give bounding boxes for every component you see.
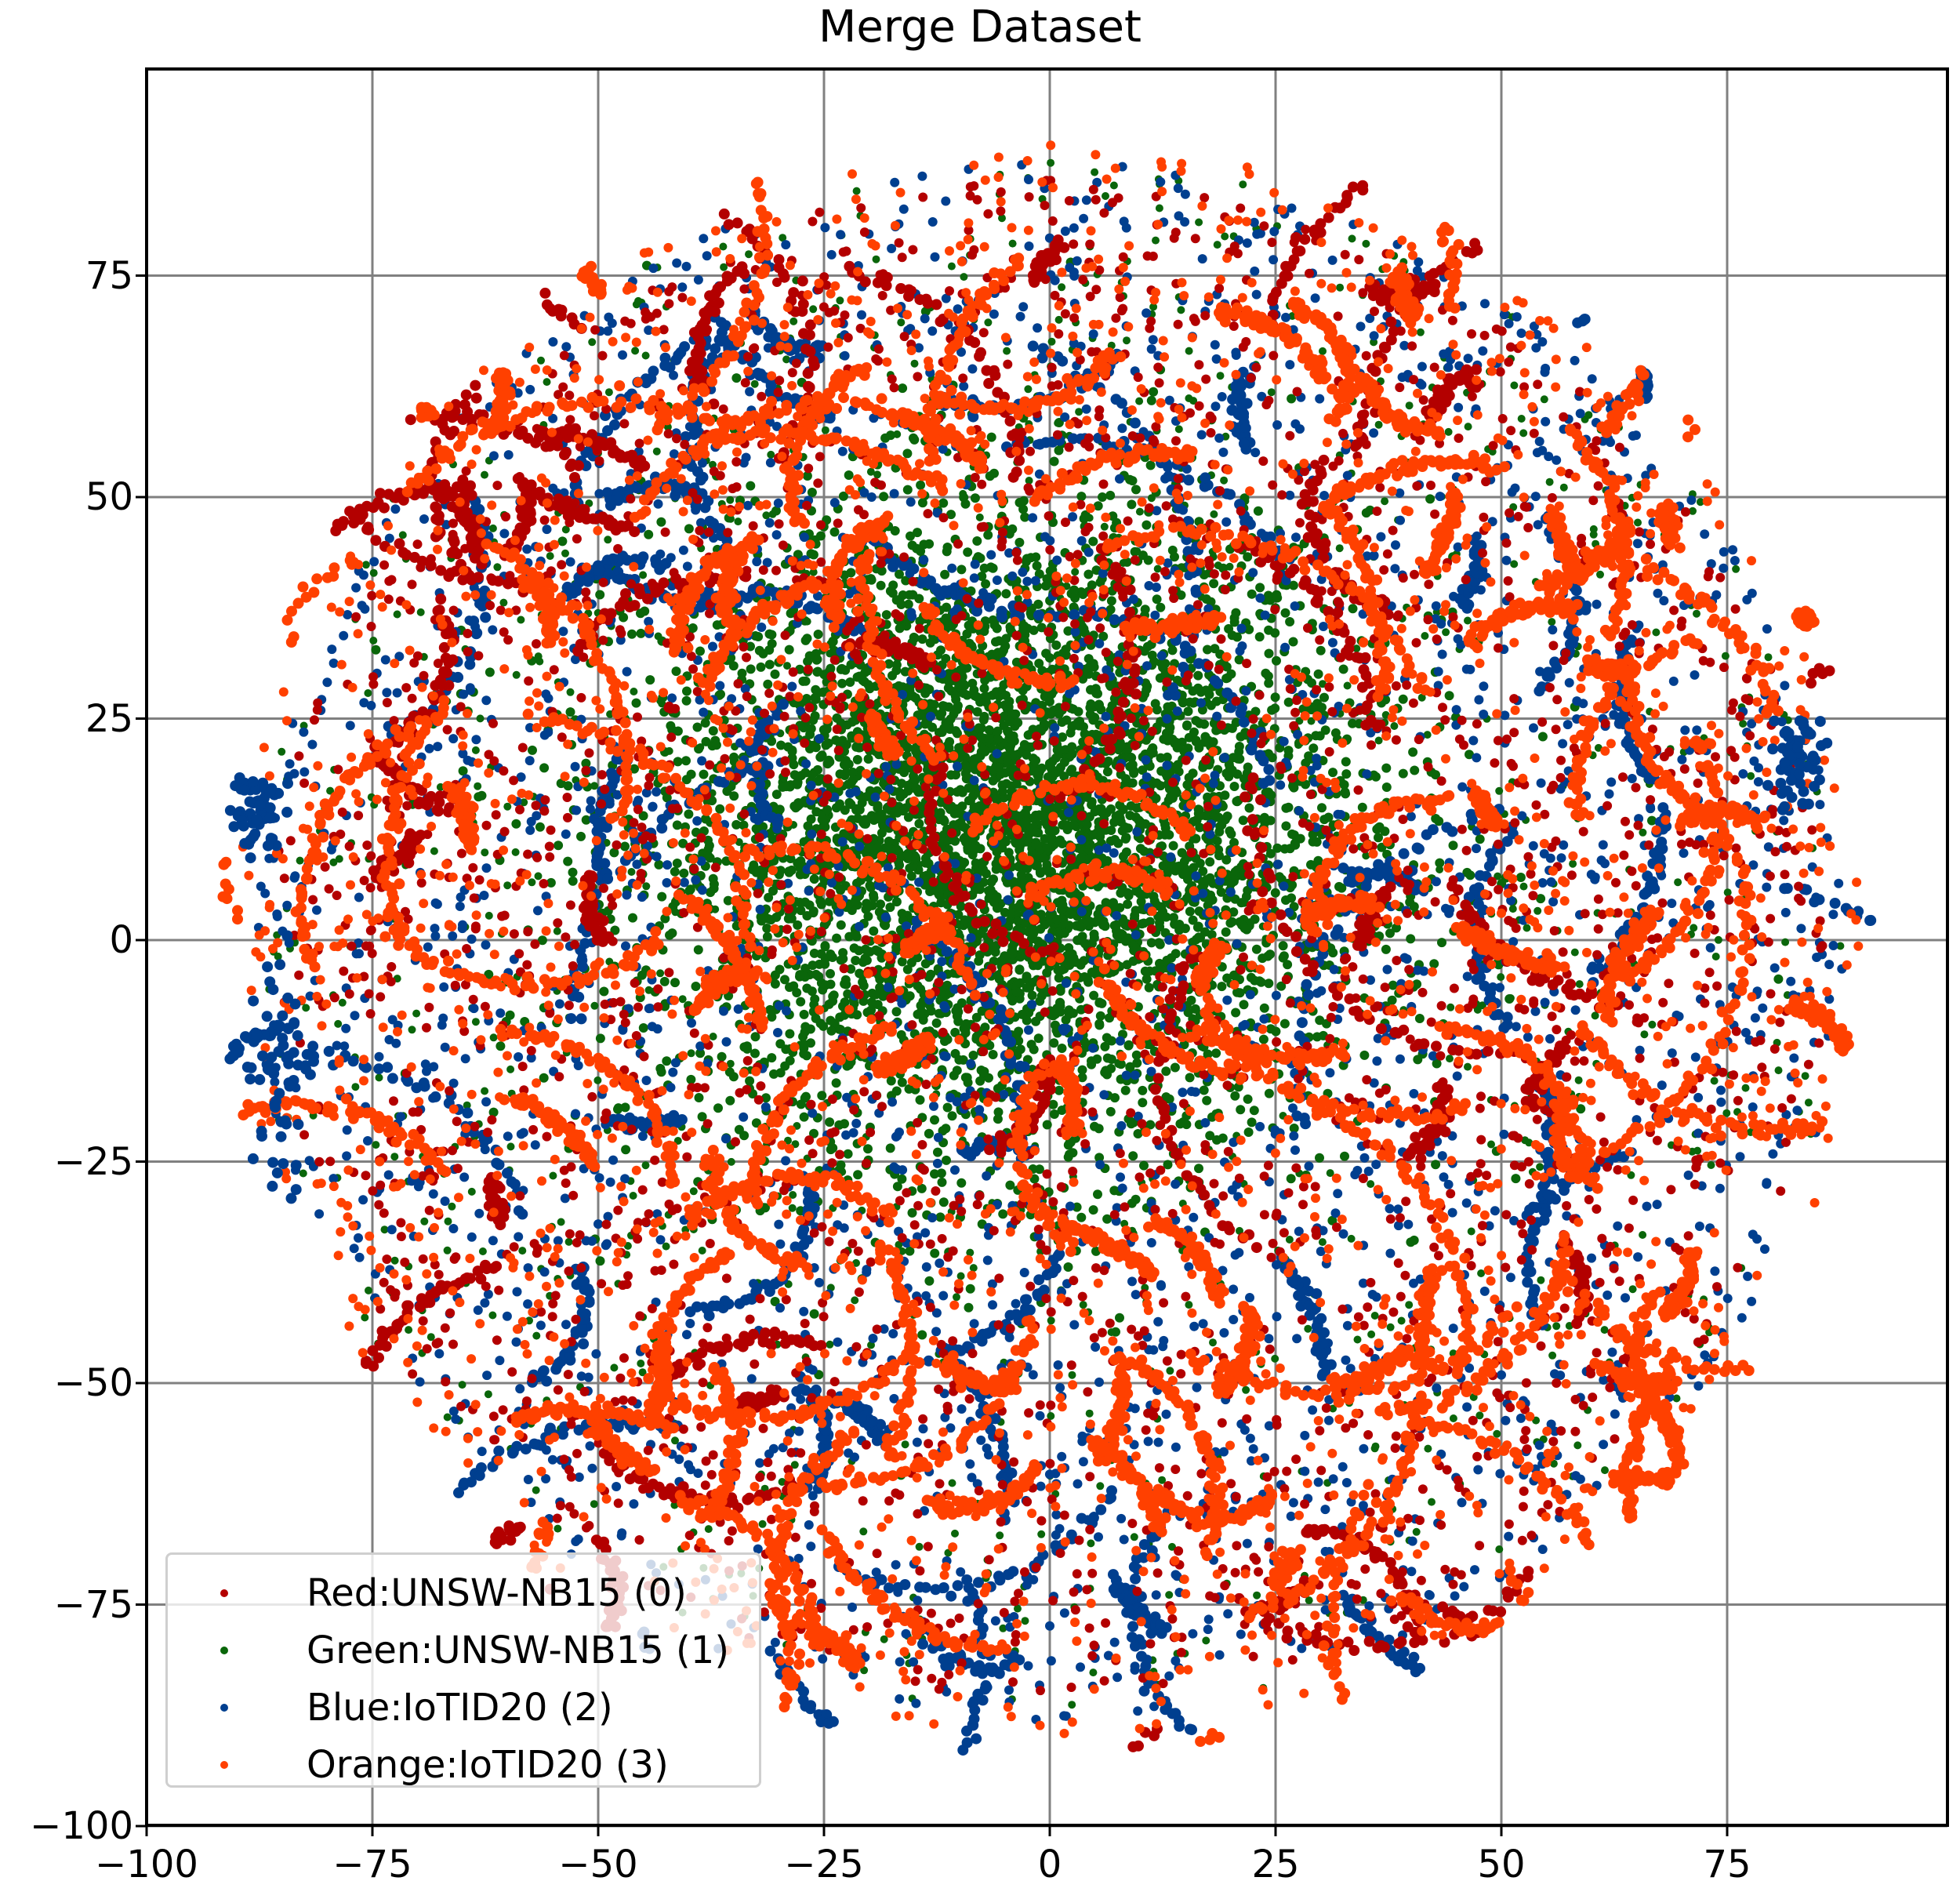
x-tick-label: −100 [95,1843,198,1886]
x-tick-label: 75 [1703,1843,1751,1886]
y-tick-label: 75 [85,254,133,298]
x-tick-label: −50 [558,1843,637,1886]
legend-item-red: Red:UNSW-NB15 (0) [168,1563,687,1624]
x-tick-label: 0 [1038,1843,1062,1886]
y-tick-label: 50 [85,475,133,519]
legend-label: Red:UNSW-NB15 (0) [307,1571,687,1615]
legend-label: Orange:IoTID20 (3) [307,1743,669,1787]
x-tick-label: −75 [332,1843,412,1886]
y-tick-label: −25 [54,1140,133,1184]
scatter-points [217,140,1877,1756]
orange-marker-icon [220,1761,228,1769]
y-tick-label: −75 [54,1583,133,1627]
axes-frame [145,67,1949,1827]
x-tick-label: −25 [784,1843,863,1886]
legend-label: Green:UNSW-NB15 (1) [307,1628,729,1672]
chart-title: Merge Dataset [0,0,1960,63]
red-marker-icon [220,1589,228,1597]
tick-marks [136,274,1729,1836]
green-marker-icon [220,1647,228,1654]
legend-item-green: Green:UNSW-NB15 (1) [168,1620,729,1681]
x-tick-label: 50 [1477,1843,1525,1886]
legend-item-orange: Orange:IoTID20 (3) [168,1734,669,1796]
legend: Red:UNSW-NB15 (0) Green:UNSW-NB15 (1) Bl… [165,1552,761,1788]
y-tick-label: −50 [54,1361,133,1405]
blue-marker-icon [220,1704,228,1712]
y-tick-label: −100 [30,1804,133,1848]
y-tick-label: 25 [85,697,133,741]
y-tick-label: 0 [109,918,133,962]
legend-item-blue: Blue:IoTID20 (2) [168,1677,613,1738]
legend-label: Blue:IoTID20 (2) [307,1686,613,1730]
x-tick-label: 25 [1251,1843,1299,1886]
